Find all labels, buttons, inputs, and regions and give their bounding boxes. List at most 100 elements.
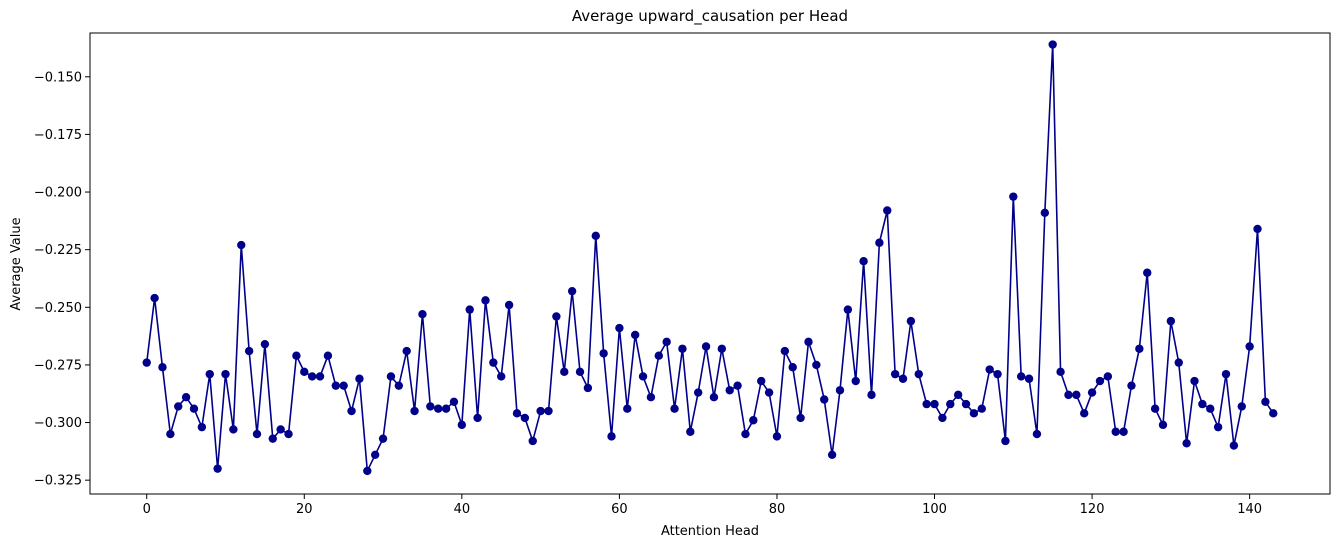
data-point — [898, 374, 908, 383]
data-point — [835, 386, 845, 395]
data-point — [859, 256, 868, 266]
data-point — [560, 367, 569, 377]
data-point — [946, 399, 955, 409]
data-point — [615, 323, 624, 333]
data-point — [1135, 344, 1144, 353]
data-point — [1198, 399, 1207, 409]
data-point — [457, 420, 467, 430]
data-point — [1174, 358, 1183, 367]
data-point — [497, 372, 506, 381]
data-point — [1229, 441, 1239, 450]
x-tick-label: 120 — [1080, 502, 1105, 517]
data-point — [867, 390, 876, 400]
data-point — [686, 427, 695, 436]
data-point — [662, 337, 671, 347]
data-point — [883, 206, 892, 215]
data-point — [906, 316, 916, 326]
data-point — [993, 369, 1002, 379]
data-point — [709, 392, 719, 402]
x-tick-label: 20 — [296, 502, 313, 517]
data-point — [158, 363, 167, 372]
data-point — [1237, 402, 1246, 411]
data-point — [520, 413, 530, 423]
data-point — [938, 413, 947, 423]
data-point — [1150, 404, 1160, 413]
data-point — [741, 429, 750, 439]
data-point — [1269, 409, 1278, 418]
data-point — [1048, 40, 1057, 49]
data-point — [473, 413, 482, 423]
data-point — [1072, 390, 1081, 400]
series-line — [145, 43, 1274, 472]
data-point — [449, 397, 459, 406]
data-point — [985, 365, 994, 374]
plot-area: 0 20 40 60 80 100 120 140 −0.325 −0.300 −0.275 −0.2… — [34, 40, 1278, 517]
data-point — [654, 351, 663, 360]
data-point — [434, 404, 443, 413]
data-point — [504, 300, 514, 310]
y-tick-label: −0.275 — [34, 358, 82, 373]
data-point — [804, 337, 813, 347]
data-point — [638, 372, 648, 381]
data-point — [268, 434, 277, 443]
data-point — [1040, 208, 1050, 217]
data-point — [339, 381, 348, 390]
x-tick-label: 80 — [769, 502, 786, 517]
data-point — [355, 374, 364, 383]
y-axis-title: Average Value — [9, 217, 24, 310]
data-point — [1032, 429, 1042, 439]
data-point — [174, 402, 183, 411]
data-point — [1103, 372, 1113, 381]
data-point — [512, 409, 522, 418]
data-point — [481, 296, 490, 305]
data-point — [544, 406, 553, 416]
data-point — [583, 383, 593, 393]
data-point — [875, 238, 884, 247]
data-point — [953, 390, 963, 400]
data-point — [323, 351, 333, 360]
x-tick-label: 140 — [1237, 502, 1262, 517]
data-point — [1111, 427, 1120, 436]
data-point — [843, 305, 853, 314]
x-axis-title: Attention Head — [661, 524, 759, 539]
data-point — [221, 369, 230, 379]
y-tick-label: −0.250 — [34, 301, 82, 316]
data-point — [1221, 369, 1231, 379]
data-point — [1190, 376, 1199, 386]
data-point — [300, 367, 309, 377]
y-tick-label: −0.325 — [34, 474, 82, 489]
data-point — [725, 386, 734, 395]
data-point — [237, 240, 246, 250]
data-point — [284, 429, 293, 439]
data-point — [820, 395, 829, 404]
data-point — [1009, 192, 1018, 201]
data-point — [315, 372, 325, 381]
data-point — [331, 381, 340, 390]
data-point — [1001, 436, 1010, 446]
data-point — [1213, 422, 1223, 432]
data-point — [1056, 367, 1065, 377]
y-tick-label: −0.300 — [34, 416, 82, 431]
data-point — [536, 406, 545, 416]
data-point — [780, 346, 790, 356]
data-point — [678, 344, 687, 353]
data-point — [386, 372, 396, 381]
data-point — [591, 231, 600, 241]
data-point — [292, 351, 301, 360]
data-point — [1182, 439, 1191, 448]
data-point — [1119, 427, 1128, 436]
x-tick-label: 60 — [611, 502, 628, 517]
data-point — [489, 358, 498, 367]
data-point — [402, 346, 411, 356]
data-point — [733, 381, 742, 390]
x-tick-label: 40 — [454, 502, 471, 517]
data-point — [961, 399, 971, 409]
data-point — [1064, 390, 1073, 400]
data-point — [552, 312, 561, 321]
data-point — [166, 429, 175, 439]
y-tick-label: −0.150 — [34, 70, 82, 85]
data-point — [922, 399, 931, 409]
data-point — [623, 404, 632, 413]
y-tick-label: −0.200 — [34, 186, 82, 201]
